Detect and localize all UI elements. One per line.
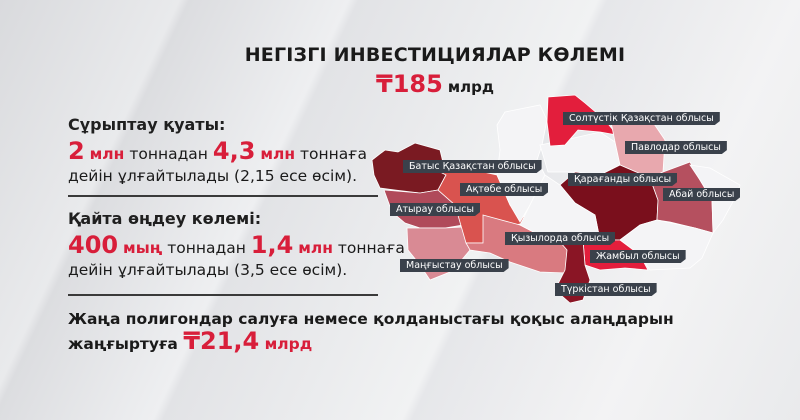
label-zhambyl: Жамбыл облысы — [590, 250, 686, 263]
divider — [68, 294, 378, 296]
label-atyrau: Атырау облысы — [390, 203, 480, 216]
sorting-from-text: тоннадан — [129, 145, 208, 163]
sorting-block: Сұрыптау қуаты: 2 млн тоннадан 4,3 млн т… — [68, 114, 367, 187]
label-north-kazakhstan: Солтүстік Қазақстан облысы — [563, 112, 720, 125]
processing-from-value: 400 — [68, 231, 119, 259]
processing-to-value: 1,4 — [250, 231, 294, 259]
processing-rest: дейін ұлғайтылады (3,5 есе өсім). — [68, 261, 348, 279]
divider — [68, 195, 378, 197]
total-value: ₸185 — [376, 70, 443, 98]
processing-to-unit: млн — [298, 239, 333, 257]
label-abai: Абай облысы — [663, 188, 740, 201]
label-pavlodar: Павлодар облысы — [625, 141, 727, 154]
total-unit: млрд — [447, 78, 494, 96]
processing-from-unit: мың — [123, 239, 163, 257]
label-karaganda: Қарағанды облысы — [568, 173, 677, 186]
processing-block: Қайта өңдеу көлемі: 400 мың тоннадан 1,4… — [68, 208, 405, 281]
sorting-to-value: 4,3 — [212, 137, 256, 165]
region-mangystau — [406, 226, 471, 281]
processing-to-text: тоннаға — [337, 239, 405, 257]
processing-heading: Қайта өңдеу көлемі: — [68, 209, 262, 228]
page-title: НЕГІЗГІ ИНВЕСТИЦИЯЛАР КӨЛЕМІ — [244, 44, 626, 66]
label-turkestan: Түркістан облысы — [555, 283, 657, 296]
label-west-kazakhstan: Батыс Қазақстан облысы — [403, 160, 542, 173]
landfills-line1: Жаңа полигондар салуға немесе қолданыста… — [68, 310, 674, 328]
landfills-block: Жаңа полигондар салуға немесе қолданыста… — [68, 308, 674, 355]
landfills-line2: жаңғыртуға — [68, 335, 178, 353]
sorting-heading: Сұрыптау қуаты: — [68, 115, 226, 134]
landfills-unit: млрд — [264, 335, 313, 353]
label-mangystau: Маңғыстау облысы — [400, 259, 509, 272]
total-investment: ₸185 млрд — [0, 70, 800, 98]
sorting-to-unit: млн — [260, 145, 296, 163]
label-kyzylorda: Қызылорда облысы — [505, 232, 615, 245]
sorting-from-value: 2 — [68, 137, 85, 165]
landfills-value: ₸21,4 — [183, 327, 260, 355]
label-aktobe: Ақтөбе облысы — [460, 183, 548, 196]
sorting-from-unit: млн — [89, 145, 125, 163]
sorting-rest: дейін ұлғайтылады (2,15 есе өсім). — [68, 167, 358, 185]
processing-from-text: тоннадан — [167, 239, 246, 257]
sorting-to-text: тоннаға — [300, 145, 367, 163]
